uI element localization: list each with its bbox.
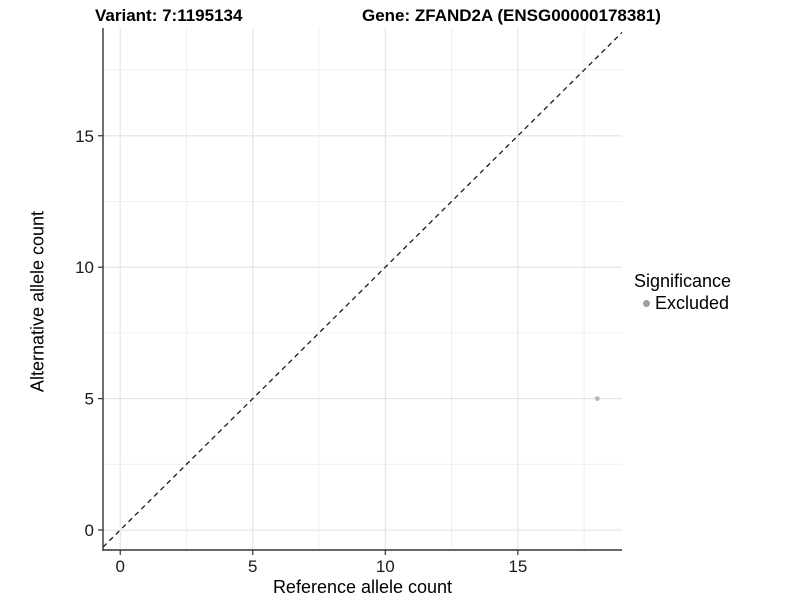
y-tick-label: 5 — [85, 390, 94, 409]
legend: Significance Excluded — [634, 271, 731, 313]
x-axis-label: Reference allele count — [272, 577, 453, 597]
identity-reference-line — [102, 32, 623, 548]
plot-title-variant: Variant: 7:1195134 — [95, 6, 243, 25]
data-point — [594, 396, 600, 402]
legend-point-icon — [643, 299, 650, 307]
y-axis-label: Alternative allele count — [27, 210, 48, 393]
legend-title: Significance — [634, 271, 732, 291]
legend-item-label: Excluded — [655, 293, 730, 313]
x-tick-label: 5 — [248, 557, 257, 576]
y-tick-label: 0 — [85, 521, 94, 540]
y-tick-label: 10 — [75, 258, 94, 277]
x-tick-label: 15 — [508, 557, 527, 576]
x-tick-label: 0 — [115, 557, 124, 576]
y-tick-label: 15 — [75, 127, 94, 146]
legend-item: Excluded — [634, 293, 731, 313]
x-tick-label: 10 — [376, 557, 395, 576]
plot-title-gene: Gene: ZFAND2A (ENSG00000178381) — [362, 6, 661, 25]
